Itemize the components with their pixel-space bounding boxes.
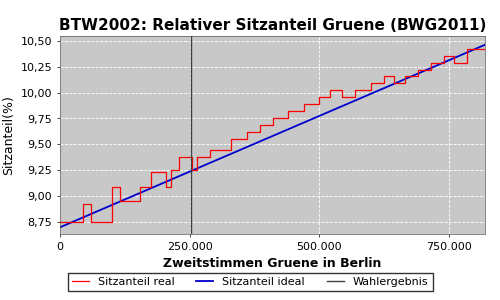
Legend: Sitzanteil real, Sitzanteil ideal, Wahlergebnis: Sitzanteil real, Sitzanteil ideal, Wahle…: [68, 273, 432, 291]
X-axis label: Zweitstimmen Gruene in Berlin: Zweitstimmen Gruene in Berlin: [164, 257, 382, 270]
Sitzanteil real: [300, 110, 306, 113]
Line: Sitzanteil real: Sitzanteil real: [60, 50, 485, 222]
Title: BTW2002: Relativer Sitzanteil Gruene (BWG2011): BTW2002: Relativer Sitzanteil Gruene (BW…: [59, 18, 486, 33]
Sitzanteil real: [270, 123, 276, 127]
Y-axis label: Sitzanteil(%): Sitzanteil(%): [2, 95, 15, 175]
Sitzanteil real: [228, 137, 234, 141]
Sitzanteil real: [57, 220, 63, 224]
Sitzanteil real: [326, 88, 332, 92]
Sitzanteil real: [482, 48, 488, 51]
Sitzanteil real: [340, 88, 345, 92]
Sitzanteil real: [116, 199, 122, 203]
Sitzanteil real: [464, 48, 470, 51]
